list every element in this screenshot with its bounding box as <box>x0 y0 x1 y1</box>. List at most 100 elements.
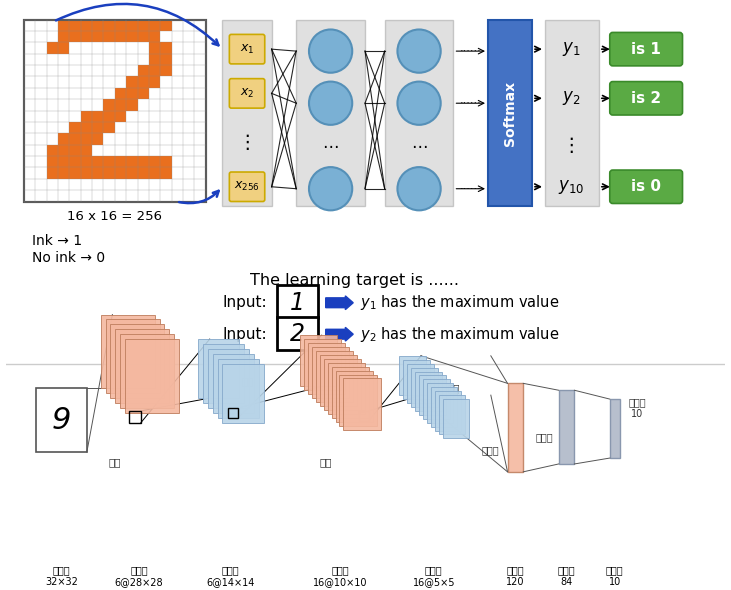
Circle shape <box>309 167 352 211</box>
Bar <box>115 19 126 31</box>
Circle shape <box>398 30 441 73</box>
Bar <box>58 42 69 54</box>
Bar <box>304 339 341 390</box>
Bar <box>115 110 126 122</box>
Bar <box>558 390 575 464</box>
Bar <box>149 168 160 179</box>
Bar <box>104 168 115 179</box>
Bar <box>419 375 446 415</box>
FancyArrow shape <box>326 327 353 341</box>
Text: 采样层
6@14×14: 采样层 6@14×14 <box>206 565 254 587</box>
Bar <box>92 168 104 179</box>
Text: Input:: Input: <box>222 327 267 342</box>
Text: 输出层
10: 输出层 10 <box>606 565 624 587</box>
Bar <box>149 31 160 42</box>
Bar <box>198 339 239 398</box>
Text: $y_1$ has the maximum value: $y_1$ has the maximum value <box>360 293 559 312</box>
Text: 采样: 采样 <box>447 384 460 394</box>
Text: is 0: is 0 <box>631 179 661 194</box>
Bar <box>58 156 69 168</box>
Bar <box>129 411 141 422</box>
Text: ⋮: ⋮ <box>238 133 257 152</box>
Bar <box>208 349 249 408</box>
Bar <box>69 145 80 156</box>
Bar <box>149 77 160 88</box>
Bar <box>126 19 137 31</box>
Text: 采样: 采样 <box>242 376 254 386</box>
Text: Softmax: Softmax <box>502 80 517 146</box>
Bar <box>423 379 450 419</box>
Bar <box>24 19 205 202</box>
Bar <box>324 359 361 410</box>
Bar <box>415 372 442 411</box>
Bar <box>92 31 104 42</box>
Text: $y_{10}$: $y_{10}$ <box>558 178 585 196</box>
Bar <box>316 351 353 402</box>
Bar <box>332 366 369 418</box>
Text: $y_1$: $y_1$ <box>562 40 580 58</box>
Bar <box>160 168 172 179</box>
Bar <box>92 156 104 168</box>
Bar <box>160 19 172 31</box>
Text: Ink → 1: Ink → 1 <box>31 234 82 248</box>
Text: 1: 1 <box>289 291 305 314</box>
Circle shape <box>309 30 352 73</box>
Text: 9: 9 <box>52 406 71 435</box>
FancyBboxPatch shape <box>230 34 265 64</box>
Bar <box>115 156 126 168</box>
Bar <box>69 19 80 31</box>
Text: 连接层
84: 连接层 84 <box>558 565 575 587</box>
Bar <box>160 156 172 168</box>
Text: $y_2$ has the maximum value: $y_2$ has the maximum value <box>360 324 559 344</box>
Bar <box>69 156 80 168</box>
Bar <box>58 133 69 145</box>
Bar <box>359 411 369 421</box>
Bar <box>80 156 92 168</box>
Bar <box>47 156 58 168</box>
Text: 卷积层
16@10×10: 卷积层 16@10×10 <box>313 565 368 587</box>
Bar <box>149 19 160 31</box>
Bar <box>92 19 104 31</box>
Bar <box>126 156 137 168</box>
FancyBboxPatch shape <box>230 172 265 202</box>
Bar <box>160 42 172 54</box>
Bar <box>126 88 137 99</box>
Bar <box>149 65 160 77</box>
Bar <box>80 122 92 133</box>
Text: ......: ...... <box>459 181 481 191</box>
Text: 输出层
10: 输出层 10 <box>629 397 646 419</box>
Bar <box>385 19 453 206</box>
Text: 输入层
32×32: 输入层 32×32 <box>45 565 77 587</box>
Bar <box>104 122 115 133</box>
Bar <box>443 399 469 438</box>
FancyArrow shape <box>326 296 353 310</box>
Text: ⋯: ⋯ <box>411 139 428 156</box>
Bar <box>125 339 179 413</box>
Bar <box>47 168 58 179</box>
Bar <box>47 145 58 156</box>
Text: $x_1$: $x_1$ <box>240 42 254 55</box>
Bar <box>104 110 115 122</box>
Bar <box>92 133 104 145</box>
Bar <box>218 359 259 418</box>
Bar <box>80 110 92 122</box>
Bar <box>115 31 126 42</box>
Text: ......: ...... <box>459 95 481 105</box>
Text: ⋯: ⋯ <box>322 139 339 156</box>
Bar <box>69 122 80 133</box>
Text: 卷积层: 卷积层 <box>481 445 499 455</box>
Bar <box>427 384 453 422</box>
Bar <box>399 356 426 395</box>
Bar <box>58 19 69 31</box>
Circle shape <box>309 81 352 125</box>
Text: The learning target is ......: The learning target is ...... <box>250 273 459 288</box>
Text: 卷积: 卷积 <box>319 457 332 467</box>
Bar <box>47 42 58 54</box>
Bar <box>69 31 80 42</box>
Bar <box>319 355 357 406</box>
Text: 16 x 16 = 256: 16 x 16 = 256 <box>67 210 162 223</box>
Bar <box>276 316 318 350</box>
Bar <box>92 122 104 133</box>
Bar <box>24 19 205 202</box>
Bar <box>213 354 254 413</box>
